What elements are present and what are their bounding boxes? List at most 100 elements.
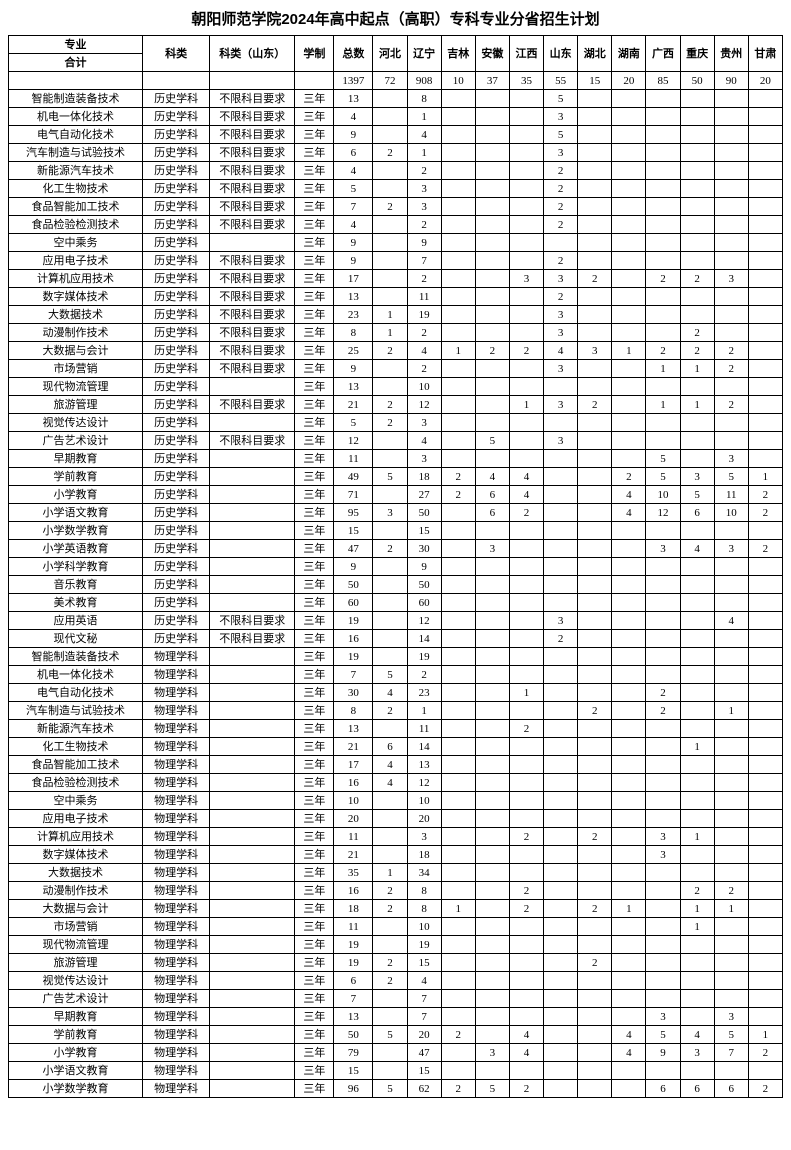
value-cell: 1 bbox=[407, 108, 441, 126]
value-cell: 5 bbox=[544, 90, 578, 108]
value-cell bbox=[509, 918, 543, 936]
header-prov-2: 吉林 bbox=[441, 36, 475, 72]
value-cell bbox=[509, 522, 543, 540]
value-cell bbox=[373, 792, 407, 810]
value-cell: 18 bbox=[407, 468, 441, 486]
value-cell bbox=[714, 162, 748, 180]
value-cell: 9 bbox=[334, 252, 373, 270]
value-cell bbox=[475, 828, 509, 846]
value-cell bbox=[373, 918, 407, 936]
major-cell: 广告艺术设计 bbox=[9, 990, 143, 1008]
value-cell bbox=[475, 810, 509, 828]
value-cell: 17 bbox=[334, 756, 373, 774]
value-cell bbox=[578, 1044, 612, 1062]
value-cell bbox=[680, 234, 714, 252]
value-cell bbox=[578, 108, 612, 126]
table-row: 小学语文教育历史学科三年95350624126102 bbox=[9, 504, 783, 522]
value-cell: 7 bbox=[407, 252, 441, 270]
value-cell bbox=[714, 144, 748, 162]
value-cell bbox=[578, 756, 612, 774]
value-cell bbox=[578, 594, 612, 612]
value-cell bbox=[748, 216, 782, 234]
science-cell: 历史学科 bbox=[143, 432, 210, 450]
major-cell: 机电一体化技术 bbox=[9, 666, 143, 684]
value-cell bbox=[748, 702, 782, 720]
sd-cell: 不限科目要求 bbox=[210, 180, 295, 198]
value-cell bbox=[578, 558, 612, 576]
sd-cell: 不限科目要求 bbox=[210, 288, 295, 306]
major-cell: 音乐教育 bbox=[9, 576, 143, 594]
value-cell bbox=[578, 306, 612, 324]
major-cell: 小学数学教育 bbox=[9, 1080, 143, 1098]
value-cell: 96 bbox=[334, 1080, 373, 1098]
value-cell bbox=[578, 486, 612, 504]
value-cell bbox=[714, 648, 748, 666]
value-cell bbox=[509, 198, 543, 216]
value-cell bbox=[680, 846, 714, 864]
duration-cell: 三年 bbox=[295, 954, 334, 972]
value-cell: 2 bbox=[748, 486, 782, 504]
table-row: 机电一体化技术历史学科不限科目要求三年413 bbox=[9, 108, 783, 126]
table-row: 现代物流管理历史学科三年1310 bbox=[9, 378, 783, 396]
value-cell: 5 bbox=[646, 450, 680, 468]
value-cell bbox=[544, 522, 578, 540]
duration-cell: 三年 bbox=[295, 810, 334, 828]
value-cell bbox=[544, 378, 578, 396]
value-cell bbox=[509, 666, 543, 684]
duration-cell: 三年 bbox=[295, 288, 334, 306]
value-cell: 2 bbox=[475, 342, 509, 360]
value-cell bbox=[578, 252, 612, 270]
value-cell bbox=[612, 846, 646, 864]
science-cell: 历史学科 bbox=[143, 144, 210, 162]
value-cell: 2 bbox=[680, 324, 714, 342]
value-cell bbox=[612, 1080, 646, 1098]
value-cell bbox=[748, 162, 782, 180]
value-cell bbox=[373, 234, 407, 252]
value-cell: 5 bbox=[646, 468, 680, 486]
value-cell: 1 bbox=[646, 396, 680, 414]
value-cell bbox=[544, 738, 578, 756]
header-prov-4: 江西 bbox=[509, 36, 543, 72]
duration-cell: 三年 bbox=[295, 1080, 334, 1098]
value-cell: 3 bbox=[714, 270, 748, 288]
value-cell bbox=[578, 936, 612, 954]
value-cell: 4 bbox=[680, 1026, 714, 1044]
value-cell bbox=[646, 756, 680, 774]
value-cell: 10 bbox=[334, 792, 373, 810]
value-cell: 2 bbox=[680, 342, 714, 360]
value-cell bbox=[748, 360, 782, 378]
sd-cell bbox=[210, 972, 295, 990]
value-cell bbox=[441, 180, 475, 198]
value-cell: 4 bbox=[407, 432, 441, 450]
value-cell: 2 bbox=[748, 540, 782, 558]
value-cell bbox=[714, 522, 748, 540]
value-cell: 30 bbox=[407, 540, 441, 558]
value-cell: 2 bbox=[373, 954, 407, 972]
value-cell bbox=[441, 990, 475, 1008]
value-cell bbox=[475, 900, 509, 918]
value-cell bbox=[714, 324, 748, 342]
value-cell: 4 bbox=[612, 486, 646, 504]
value-cell bbox=[475, 360, 509, 378]
value-cell bbox=[680, 108, 714, 126]
value-cell: 15 bbox=[407, 954, 441, 972]
duration-cell: 三年 bbox=[295, 504, 334, 522]
value-cell bbox=[680, 720, 714, 738]
duration-cell: 三年 bbox=[295, 900, 334, 918]
major-cell: 大数据与会计 bbox=[9, 900, 143, 918]
value-cell bbox=[441, 972, 475, 990]
value-cell bbox=[475, 126, 509, 144]
value-cell bbox=[475, 792, 509, 810]
value-cell: 5 bbox=[544, 126, 578, 144]
value-cell bbox=[441, 432, 475, 450]
value-cell bbox=[680, 594, 714, 612]
value-cell bbox=[612, 954, 646, 972]
value-cell bbox=[680, 756, 714, 774]
value-cell bbox=[544, 468, 578, 486]
value-cell: 3 bbox=[544, 432, 578, 450]
value-cell bbox=[373, 270, 407, 288]
value-cell bbox=[544, 234, 578, 252]
value-cell: 62 bbox=[407, 1080, 441, 1098]
value-cell bbox=[475, 288, 509, 306]
value-cell bbox=[578, 738, 612, 756]
